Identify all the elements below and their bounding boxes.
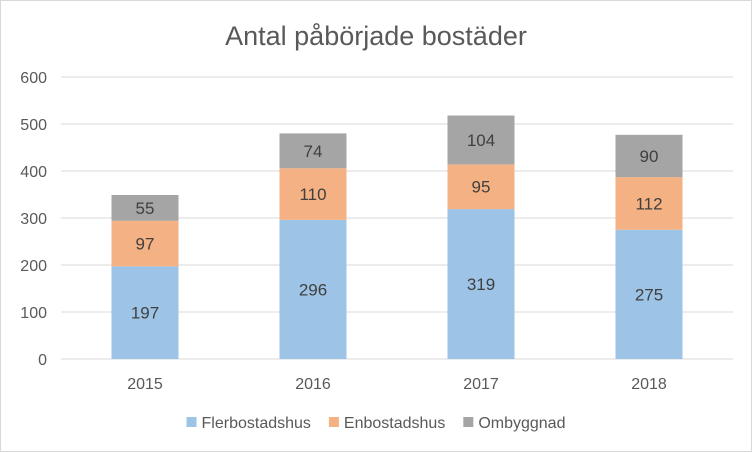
legend: Flerbostadshus Enbostadshus Ombyggnad: [186, 415, 565, 432]
bar-segment: [615, 229, 683, 359]
bar-segment: [111, 266, 179, 359]
y-tick-label: 500: [20, 117, 47, 134]
x-axis-categories: 2015 2016 2017 2018: [127, 376, 667, 393]
y-tick-label: 100: [20, 305, 47, 322]
bar-segment: [447, 115, 515, 165]
legend-swatch: [463, 417, 474, 427]
y-tick-label: 0: [38, 352, 47, 369]
data-label: 319: [467, 275, 495, 294]
bar-segment: [279, 168, 347, 220]
data-label: 275: [635, 285, 663, 304]
legend-item: Flerbostadshus: [186, 415, 311, 432]
legend-swatch: [328, 417, 339, 427]
x-category-label: 2017: [463, 376, 499, 393]
y-tick-label: 300: [20, 211, 47, 228]
bars: 197 97 55 296 110 74 319 95 104 275 112 90: [111, 115, 683, 359]
x-category-label: 2015: [127, 376, 163, 393]
legend-label: Enbostadshus: [344, 415, 445, 432]
legend-label: Flerbostadshus: [202, 415, 311, 432]
y-tick-label: 400: [20, 164, 47, 181]
bar-segment: [447, 209, 515, 359]
data-label: 112: [635, 194, 662, 213]
data-label: 90: [640, 147, 659, 166]
chart-title: Antal påbörjade bostäder: [225, 21, 527, 51]
bar-segment: [111, 220, 179, 267]
bar-segment: [279, 219, 347, 359]
data-label: 110: [299, 185, 326, 204]
bar-segment: [279, 133, 347, 169]
y-tick-label: 200: [20, 258, 47, 275]
legend-label: Ombyggnad: [478, 415, 565, 432]
y-tick-label: 600: [20, 70, 47, 87]
bar-segment: [615, 134, 683, 178]
x-category-label: 2018: [631, 376, 667, 393]
bar-segment: [447, 164, 515, 210]
data-label: 296: [299, 280, 327, 299]
data-label: 74: [304, 142, 323, 161]
data-label: 55: [136, 199, 155, 218]
data-label: 104: [467, 131, 495, 150]
data-label: 97: [136, 235, 155, 254]
bar-segment: [111, 194, 179, 221]
legend-item: Ombyggnad: [463, 415, 565, 432]
data-label: 95: [472, 178, 491, 197]
bar-segment: [615, 177, 683, 230]
legend-item: Enbostadshus: [328, 415, 445, 432]
data-label: 197: [131, 304, 159, 323]
legend-swatch: [186, 417, 197, 427]
x-category-label: 2016: [295, 376, 331, 393]
y-axis-ticks: 0 100 200 300 400 500 600: [20, 70, 47, 369]
